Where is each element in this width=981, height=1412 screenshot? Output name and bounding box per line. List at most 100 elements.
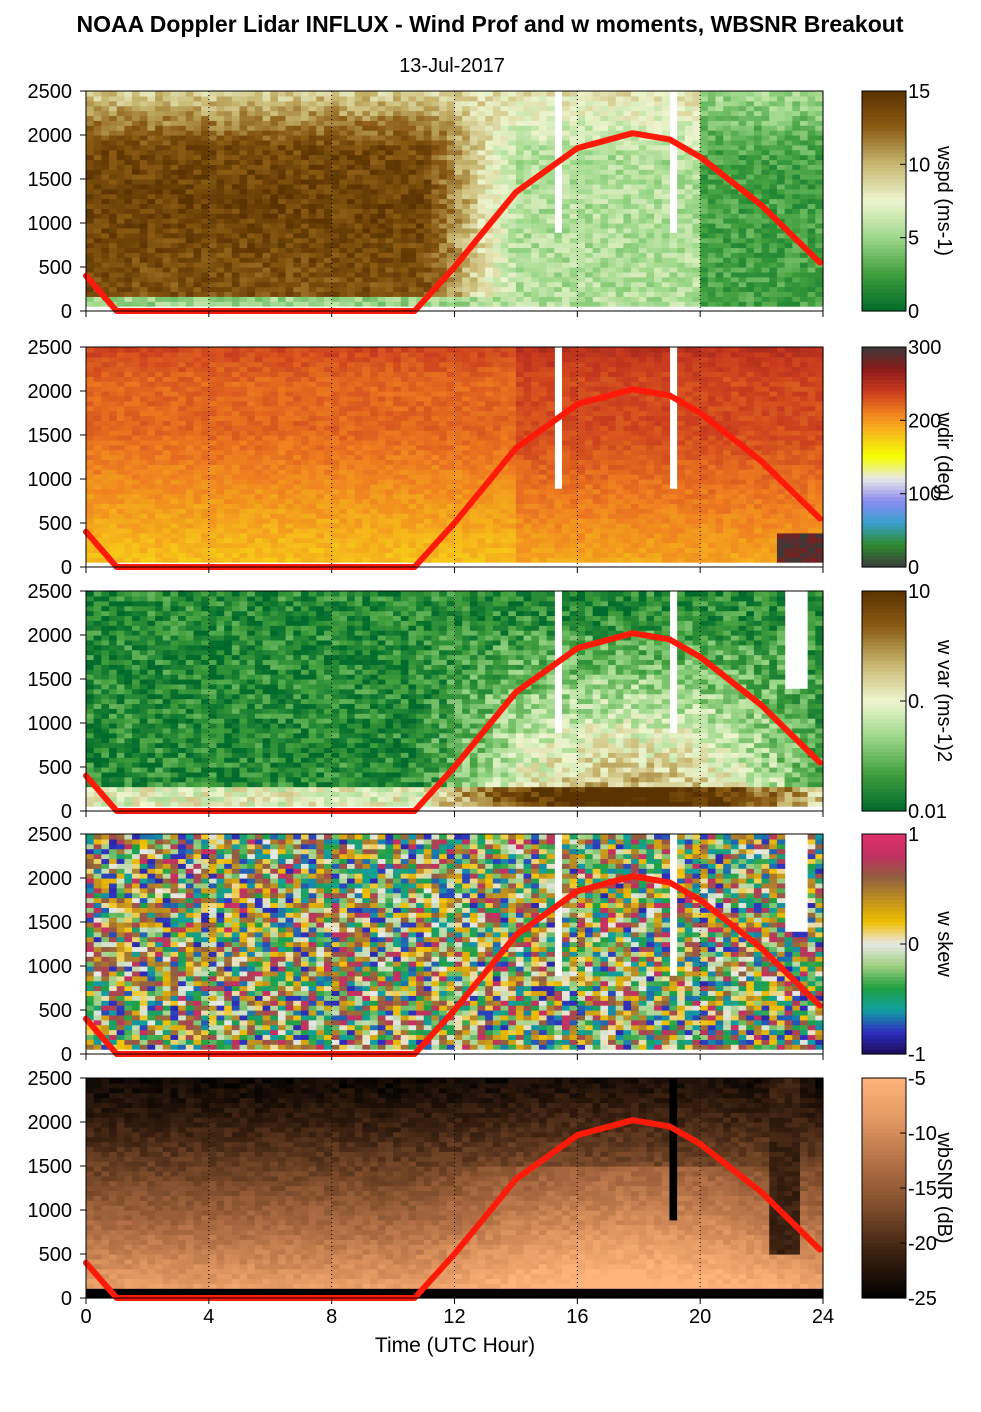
heatmap-cell — [638, 115, 648, 121]
heatmap-cell — [577, 286, 586, 293]
heatmap-cell — [585, 227, 594, 234]
heatmap-cell — [293, 115, 302, 121]
heatmap-cell — [231, 267, 241, 273]
heatmap-cell — [700, 130, 709, 136]
heatmap-cell — [147, 410, 156, 417]
heatmap-cell — [155, 488, 164, 495]
y-tick-label: 1500 — [28, 169, 73, 191]
heatmap-cell — [109, 381, 118, 387]
heatmap-cell — [508, 159, 517, 165]
heatmap-cell — [393, 218, 402, 224]
heatmap-cell — [101, 498, 110, 505]
heatmap-cell — [285, 267, 294, 273]
heatmap-cell — [347, 232, 356, 239]
heatmap-cell — [508, 154, 517, 161]
heatmap-cell — [277, 242, 287, 249]
heatmap-cell — [247, 208, 256, 214]
heatmap-cell — [807, 105, 816, 112]
heatmap-cell — [393, 174, 402, 180]
heatmap-cell — [508, 296, 517, 302]
heatmap-cell — [93, 488, 102, 495]
heatmap-cell — [523, 227, 532, 234]
heatmap-cell — [139, 193, 149, 200]
heatmap-cell — [139, 400, 149, 407]
heatmap-cell — [201, 405, 210, 412]
heatmap-cell — [646, 144, 655, 151]
heatmap-cell — [132, 459, 141, 465]
heatmap-cell — [124, 410, 133, 417]
heatmap-cell — [86, 296, 95, 302]
heatmap-cell — [101, 376, 110, 382]
heatmap-cell — [208, 498, 218, 505]
heatmap-cell — [677, 198, 686, 205]
heatmap-cell — [86, 474, 95, 480]
heatmap-cell — [147, 291, 156, 297]
heatmap-cell — [508, 95, 517, 102]
heatmap-cell — [139, 223, 149, 229]
heatmap-cell — [492, 193, 502, 200]
heatmap-cell — [577, 174, 586, 180]
heatmap-cell — [715, 262, 724, 268]
heatmap-cell — [377, 174, 387, 180]
heatmap-cell — [799, 120, 809, 126]
heatmap-cell — [423, 227, 433, 234]
heatmap-cell — [247, 149, 256, 156]
heatmap-cell — [523, 91, 532, 97]
heatmap-cell — [185, 257, 195, 263]
heatmap-cell — [155, 291, 164, 297]
heatmap-cell — [700, 169, 709, 175]
heatmap-cell — [469, 154, 479, 161]
heatmap-cell — [677, 135, 686, 141]
heatmap-cell — [247, 271, 256, 278]
heatmap-cell — [208, 159, 218, 165]
heatmap-cell — [799, 281, 809, 288]
heatmap-cell — [308, 183, 317, 190]
heatmap-cell — [692, 286, 701, 293]
heatmap-cell — [638, 218, 648, 224]
heatmap-cell — [784, 237, 793, 244]
heatmap-cell — [124, 347, 133, 353]
heatmap-cell — [201, 474, 210, 480]
heatmap-cell — [339, 262, 348, 268]
heatmap-cell — [615, 193, 624, 200]
heatmap-cell — [124, 139, 133, 146]
heatmap-cell — [308, 203, 317, 209]
heatmap-cell — [707, 110, 717, 117]
heatmap-cell — [500, 105, 509, 112]
heatmap-cell — [277, 174, 287, 180]
heatmap-cell — [254, 252, 264, 258]
heatmap-cell — [178, 203, 187, 209]
heatmap-cell — [224, 247, 233, 253]
heatmap-cell — [569, 223, 578, 229]
heatmap-cell — [592, 257, 601, 263]
heatmap-cell — [86, 439, 95, 446]
heatmap-cell — [561, 242, 571, 249]
heatmap-cell — [416, 154, 425, 161]
heatmap-cell — [707, 144, 717, 151]
heatmap-cell — [646, 218, 655, 224]
heatmap-cell — [139, 508, 149, 514]
heatmap-cell — [377, 223, 387, 229]
heatmap-cell — [254, 247, 264, 253]
heatmap-cell — [170, 400, 179, 407]
heatmap-cell — [677, 237, 686, 244]
heatmap-cell — [262, 267, 271, 273]
heatmap-cell — [185, 120, 195, 126]
heatmap-cell — [224, 164, 233, 170]
heatmap-cell — [423, 247, 433, 253]
heatmap-cell — [216, 179, 225, 185]
heatmap-cell — [531, 159, 540, 165]
heatmap-cell — [431, 301, 440, 307]
heatmap-cell — [623, 125, 632, 131]
heatmap-cell — [201, 439, 210, 446]
heatmap-cell — [155, 547, 164, 553]
heatmap-cell — [485, 164, 494, 170]
heatmap-cell — [454, 291, 463, 297]
heatmap-cell — [124, 286, 133, 293]
heatmap-cell — [569, 183, 578, 190]
heatmap-cell — [109, 542, 118, 549]
heatmap-cell — [431, 105, 440, 112]
heatmap-cell — [101, 183, 110, 190]
heatmap-cell — [715, 252, 724, 258]
